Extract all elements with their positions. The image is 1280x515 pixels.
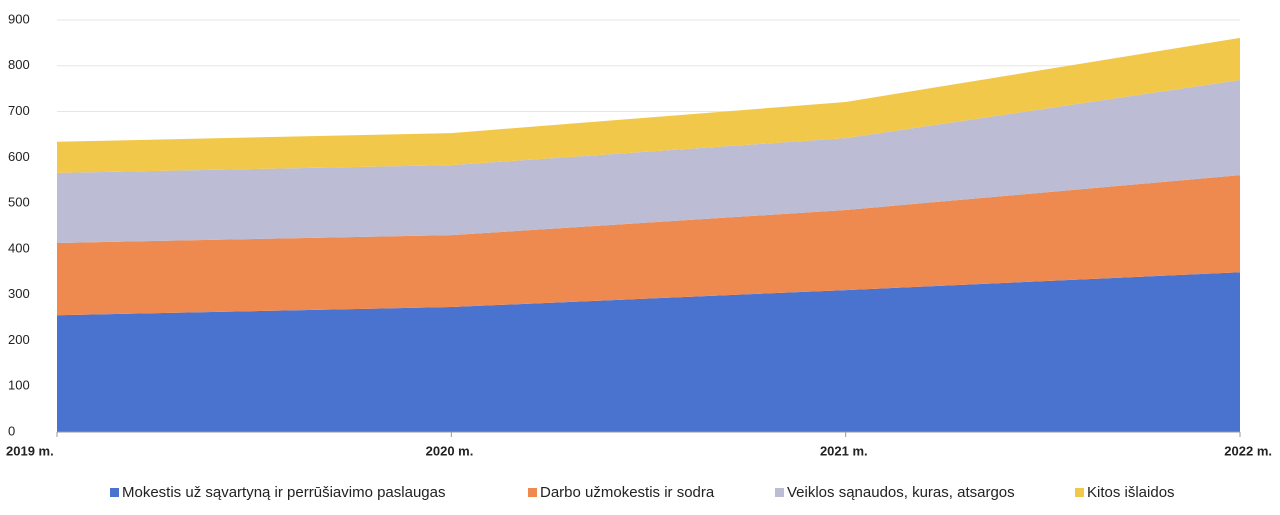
y-tick-label: 700	[8, 103, 30, 118]
y-tick-label: 500	[8, 195, 30, 210]
x-tick-label: 2019 m.	[6, 443, 54, 458]
x-tick-label: 2020 m.	[426, 443, 474, 458]
y-tick-label: 900	[8, 11, 30, 26]
legend-swatch	[528, 488, 537, 497]
y-tick-label: 0	[8, 423, 15, 438]
area	[57, 272, 1240, 432]
area	[57, 79, 1240, 243]
y-tick-label: 800	[8, 57, 30, 72]
legend-swatch	[775, 488, 784, 497]
area	[57, 37, 1240, 173]
legend-label: Kitos išlaidos	[1087, 484, 1175, 501]
y-tick-label: 600	[8, 149, 30, 164]
y-tick-label: 400	[8, 240, 30, 255]
legend-swatch	[110, 488, 119, 497]
legend-label: Veiklos sąnaudos, kuras, atsargos	[787, 484, 1015, 501]
y-tick-label: 300	[8, 286, 30, 301]
y-tick-label: 200	[8, 332, 30, 347]
x-tick-label: 2022 m.	[1224, 443, 1272, 458]
legend-label: Darbo užmokestis ir sodra	[540, 484, 715, 501]
area	[57, 175, 1240, 316]
legend-swatch	[1075, 488, 1084, 497]
x-tick-label: 2021 m.	[820, 443, 868, 458]
legend-label: Mokestis už sąvartyną ir perrūšiavimo pa…	[122, 484, 445, 501]
y-tick-label: 100	[8, 378, 30, 393]
